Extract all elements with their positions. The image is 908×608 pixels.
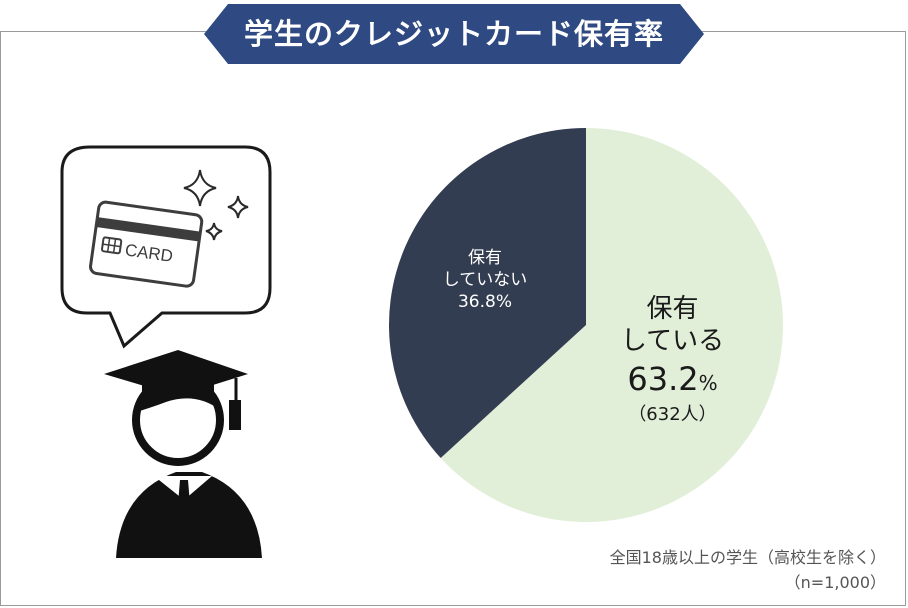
sparkle-icon [183,169,249,241]
pie-slice-owned [440,128,783,522]
slice-label-not-owned: 保有 していない 36.8% [410,247,560,313]
not-owned-line1: 保有 [468,248,502,268]
footnote: 全国18歳以上の学生（高校生を除く） （n=1,000） [610,545,886,595]
not-owned-percent: 36.8% [457,292,512,312]
owned-line1: 保有 [646,294,699,324]
owned-count: （632人） [628,404,717,425]
chart-title: 学生のクレジットカード保有率 [243,17,664,51]
not-owned-line2: していない [442,270,528,290]
chart-frame [0,31,906,606]
owned-line2: している [620,326,725,356]
credit-card-icon: CARD [89,200,204,288]
title-banner [204,4,704,64]
frame-border-top-right [694,31,906,32]
footnote-line1: 全国18歳以上の学生（高校生を除く） [609,548,886,567]
owned-percent: 63.2 [627,360,699,398]
graduate-icon [104,350,262,558]
owned-percent-unit: % [698,371,718,395]
footnote-line2: （n=1,000） [784,573,886,592]
pie-slice-not-owned [389,128,586,459]
frame-border-top-left [0,31,215,32]
slice-label-owned: 保有 している 63.2% （632人） [585,293,760,427]
